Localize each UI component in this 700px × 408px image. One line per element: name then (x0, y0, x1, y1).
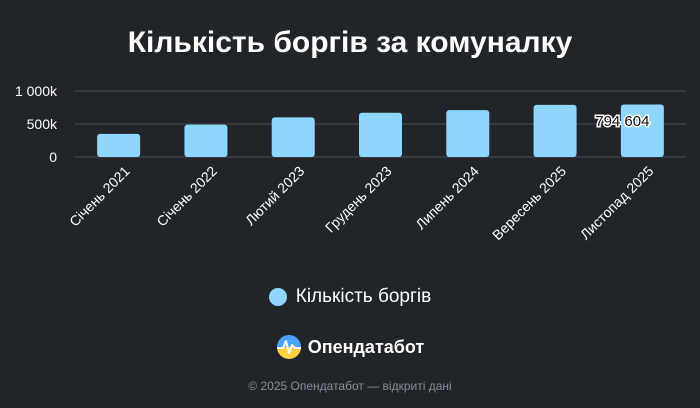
legend[interactable]: Кількість боргів (0, 286, 700, 308)
y-tick-label: 1 000k (15, 83, 58, 99)
legend-swatch-icon (268, 288, 287, 306)
data-label: 794 604 (595, 113, 649, 130)
chart-title: Кількість боргів за комуналку (127, 26, 573, 59)
bar[interactable] (533, 104, 577, 157)
bar[interactable] (620, 104, 664, 157)
x-axis-ticks: Січень 2021 Січень 2022 Лютий 2023 Грудень … (66, 163, 657, 243)
brand-name: Опендатабот (307, 336, 425, 357)
data-labels: 794 604 (594, 112, 651, 132)
x-tick-label: Січень 2022 (153, 163, 220, 230)
bar-chart: 0 500k 1 000k Січень 2021 Січень 2022 Лютий … (15, 83, 686, 243)
bar[interactable] (446, 110, 490, 157)
x-tick-label: Грудень 2023 (322, 163, 395, 236)
opendatabot-logo-icon (276, 335, 301, 359)
bar[interactable] (97, 133, 141, 157)
bars (97, 104, 664, 157)
bar[interactable] (271, 117, 315, 157)
y-tick-label: 0 (49, 149, 57, 165)
bar[interactable] (184, 124, 228, 157)
legend-label: Кількість боргів (295, 286, 432, 307)
brand: Опендатабот (0, 334, 700, 360)
y-tick-label: 500k (27, 116, 58, 132)
x-tick-label: Листопад 2025 (577, 163, 657, 243)
x-tick-label: Січень 2021 (66, 163, 133, 230)
x-tick-label: Лютий 2023 (242, 163, 308, 229)
footer-text: © 2025 Опендатабот — відкриті дані (248, 379, 452, 393)
x-tick-label: Вересень 2025 (489, 163, 569, 243)
bar[interactable] (359, 112, 402, 157)
y-axis-ticks: 0 500k 1 000k (15, 83, 58, 165)
x-tick-label: Липень 2024 (412, 163, 482, 233)
